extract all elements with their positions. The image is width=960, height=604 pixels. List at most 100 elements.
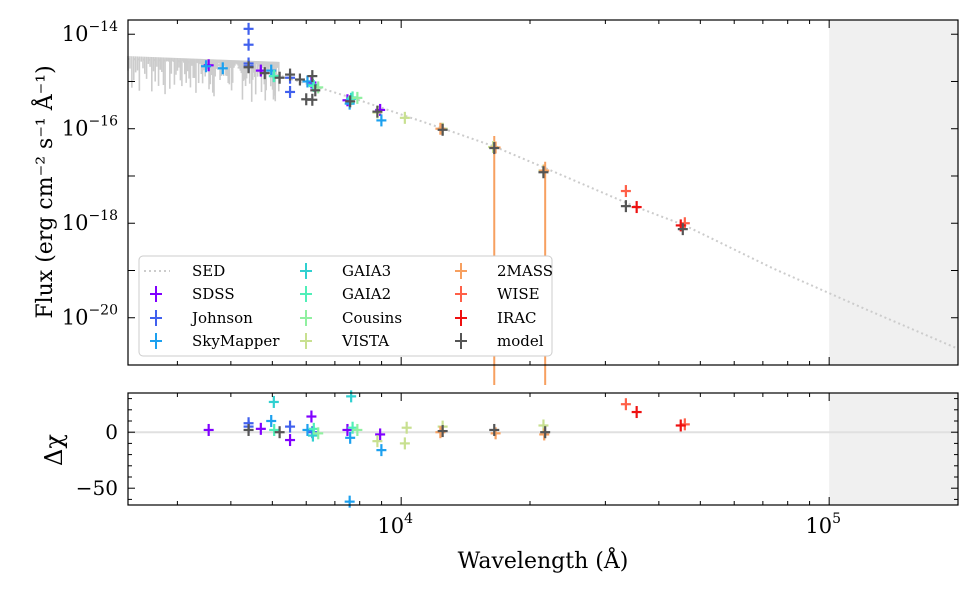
residual-y-tick-label: 0 [105,420,118,444]
legend-label: SED [192,262,225,280]
legend-label: Cousins [342,309,402,327]
sed-panel: 10−14 10−16 10−18 10−20 Flux (erg cm⁻² s⁻¹ … [30,19,959,385]
residual-point-model [274,426,285,439]
sed-point-johnson [243,22,254,35]
x-tick-label: 105 [805,511,841,538]
sed-axis-ticks [128,20,959,366]
legend-item-irac: IRAC [455,309,537,327]
sed-point-gaia2 [269,70,280,83]
residual-point-skymapper [344,495,355,508]
sed-point-johnson [243,38,254,51]
legend-item-2mass: 2MASS [455,262,553,280]
legend-item-cousins: Cousins [300,309,402,327]
legend-item-skymapper: SkyMapper [150,332,280,350]
sed-y-tick-label: 10−20 [62,303,118,330]
residual-point-model [489,423,500,436]
sed-point-model [307,70,318,83]
residual-point-skymapper [376,444,387,457]
sed-point-model [274,71,285,84]
sed-point-model [243,61,254,74]
sed-point-model [345,95,356,108]
sed-point-vista [399,111,410,124]
legend-label: VISTA [341,332,389,350]
sed-y-tick-label: 10−18 [62,208,118,235]
sed-photometry-points [201,22,690,236]
sed-legend: SED SDSS Johnson SkyMapper GAIA3 GAIA2 Cousins… [138,255,553,357]
residual-axis-ticks [128,393,959,505]
residual-excluded-region [829,393,958,505]
sed-curve [127,57,959,350]
legend-label: Johnson [190,309,253,327]
residual-y-tick-labels: 0 −50 [76,420,118,500]
sed-point-skymapper [201,60,212,73]
legend-item-sdss: SDSS [150,285,235,303]
sed-point-johnson [285,85,296,98]
residual-panel: 0 −50 104 105 Δχ Wavelength (Å) [40,390,959,574]
legend-label: model [497,332,544,350]
legend-label: 2MASS [497,262,553,280]
sed-point-model [677,223,688,236]
legend-label: WISE [497,285,540,303]
sed-point-model [489,142,500,155]
sed-y-tick-label: 10−16 [62,114,118,141]
residual-point-gaia2 [269,423,280,436]
residual-point-skymapper [302,423,313,436]
x-tick-label: 104 [377,511,413,538]
sed-point-model [620,200,631,213]
sed-point-skymapper [302,75,313,88]
residual-point-wise [620,398,631,411]
residual-point-skymapper [345,431,356,444]
residual-point-sdss [375,428,386,441]
sed-plot-frame [127,19,959,366]
sed-point-model [307,93,318,106]
sed-point-model [259,67,270,80]
x-axis-label: Wavelength (Å) [458,546,629,574]
residual-point-model [540,426,551,439]
residual-point-model [437,425,448,438]
sed-point-model [538,166,549,179]
sed-y-tick-label: 10−14 [62,19,118,46]
residual-point-vista [399,437,410,450]
residual-point-cousins [313,427,324,440]
residual-point-irac [675,419,686,432]
residual-point-sdss [342,423,353,436]
residual-point-sdss [306,410,317,423]
residual-point-cousins [352,423,363,436]
legend-label: GAIA3 [342,262,391,280]
residual-plot-frame [127,392,959,506]
legend-item-johnson: Johnson [150,309,253,327]
residual-point-vista [372,435,383,448]
sed-point-skymapper [376,114,387,127]
legend-item-gaia2: GAIA2 [300,285,391,303]
sed-point-model [310,84,321,97]
legend-label: SDSS [192,285,235,303]
residual-point-gaia3 [346,390,357,403]
legend-label: IRAC [497,309,537,327]
sed-point-cousins [352,91,363,104]
legend-item-sed: SED [144,262,225,280]
residual-point-model [243,423,254,436]
legend-box [138,255,553,357]
residual-point-sdss [203,423,214,436]
legend-label: SkyMapper [192,332,280,350]
legend-items: SED SDSS Johnson SkyMapper GAIA3 GAIA2 Cousins… [144,262,553,350]
sed-point-model [294,73,305,86]
legend-item-gaia3: GAIA3 [300,262,391,280]
sed-point-skymapper [217,62,228,75]
residual-y-tick-label: −50 [76,476,118,500]
legend-label: GAIA2 [342,285,391,303]
residual-x-tick-labels: 104 105 [377,511,841,538]
sed-point-wise [620,185,631,198]
residual-point-skymapper [266,415,277,427]
residual-point-sdss [255,422,266,435]
residual-point-gaia3 [268,395,279,408]
legend-item-wise: WISE [455,285,540,303]
sed-point-irac [631,201,642,214]
legend-item-model: model [455,332,544,350]
legend-item-vista: VISTA [300,332,389,350]
sed-excluded-region [829,20,958,365]
sed-point-model [437,123,448,136]
residual-y-axis-label: Δχ [40,434,68,466]
